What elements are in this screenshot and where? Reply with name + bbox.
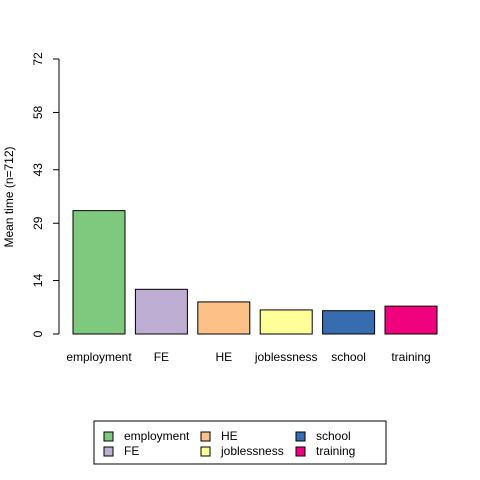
x-tick-labels: employment FE HE joblessness school training xyxy=(66,350,430,364)
bar-he xyxy=(197,301,251,335)
legend-box xyxy=(93,420,387,465)
legend-label: joblessness xyxy=(220,444,284,458)
legend-label: training xyxy=(316,444,355,458)
legend-label: FE xyxy=(124,444,139,458)
y-axis-label: Mean time (n=712) xyxy=(2,146,16,247)
x-tick-label: school xyxy=(331,350,366,364)
legend-swatch-joblessness xyxy=(200,446,211,457)
x-tick-label: training xyxy=(391,350,430,364)
bar-fe xyxy=(134,288,188,335)
x-tick-label: HE xyxy=(215,350,232,364)
y-tick-label: 29 xyxy=(31,216,45,230)
legend-swatch-training xyxy=(295,446,306,457)
y-tick-label: 14 xyxy=(31,274,45,288)
legend-swatch-employment xyxy=(103,431,114,442)
y-tick-label: 0 xyxy=(31,330,45,337)
y-tick-label: 72 xyxy=(31,52,45,66)
bar-joblessness xyxy=(259,309,313,335)
x-tick-label: employment xyxy=(66,350,132,364)
bar-training xyxy=(384,305,438,335)
legend-swatch-fe xyxy=(103,446,114,457)
x-tick-label: FE xyxy=(154,350,169,364)
legend-label: school xyxy=(316,429,351,443)
bar-school xyxy=(322,310,376,335)
legend-label: employment xyxy=(124,429,190,443)
bars xyxy=(72,210,438,335)
bar-employment xyxy=(72,210,126,335)
legend-label: HE xyxy=(221,429,238,443)
y-tick-label: 58 xyxy=(31,105,45,119)
y-axis: 0 14 29 43 58 72 xyxy=(31,52,60,337)
y-tick-label: 43 xyxy=(31,163,45,177)
legend-swatch-school xyxy=(295,431,306,442)
legend-swatch-he xyxy=(200,431,211,442)
x-tick-label: joblessness xyxy=(254,350,318,364)
